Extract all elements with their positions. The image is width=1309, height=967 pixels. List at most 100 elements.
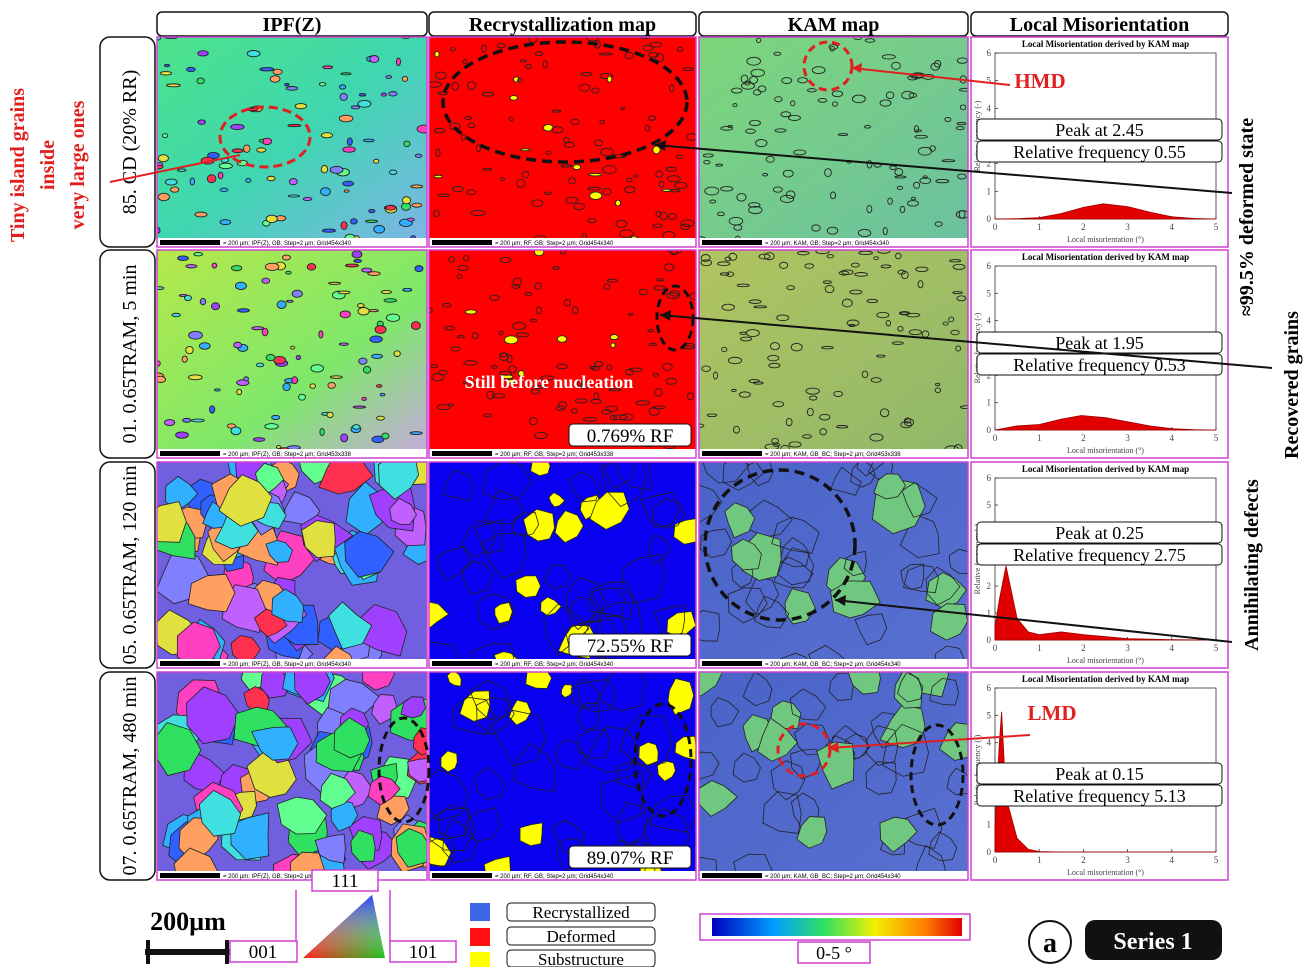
map-image <box>142 435 444 687</box>
scale-bar <box>160 661 220 666</box>
speck <box>200 298 206 304</box>
speck <box>220 220 231 225</box>
speck <box>377 416 385 420</box>
speck <box>285 83 289 86</box>
speck <box>345 264 358 267</box>
speck <box>232 149 243 153</box>
speck <box>358 100 371 107</box>
speck <box>389 170 396 174</box>
speck <box>171 187 179 192</box>
speck <box>362 397 367 400</box>
speck <box>286 87 298 91</box>
speck <box>358 307 369 315</box>
speck <box>199 343 210 350</box>
speck <box>247 51 260 57</box>
grain <box>531 458 551 476</box>
speck <box>352 425 360 430</box>
speck <box>162 134 167 138</box>
speck <box>158 193 169 200</box>
speck <box>266 354 275 360</box>
x-tick-label: 3 <box>1125 433 1130 443</box>
speck <box>573 165 581 170</box>
speck <box>214 389 220 391</box>
map: = 200 µm; KAM, GB_BC; Step=2 µm; Grid453… <box>696 248 972 460</box>
speck <box>198 51 208 56</box>
speck <box>394 351 400 357</box>
speck <box>351 106 359 109</box>
speck <box>176 432 189 438</box>
speck <box>296 355 300 359</box>
speck <box>662 189 671 191</box>
speck <box>521 149 531 151</box>
speck <box>351 219 358 224</box>
speck <box>330 166 343 173</box>
speck <box>218 172 223 179</box>
x-axis-label: Local misorientation (°) <box>1067 446 1144 455</box>
swatch <box>470 903 490 921</box>
map-image <box>152 36 431 248</box>
tiny-islands-line: inside <box>37 140 59 190</box>
swatch <box>470 928 490 946</box>
speck <box>376 385 382 388</box>
speck <box>256 363 263 367</box>
x-tick-label: 5 <box>1214 433 1219 443</box>
kam-range: 0-5 ° <box>816 943 852 963</box>
speck <box>354 259 361 262</box>
speck <box>557 336 566 343</box>
scale-bar <box>702 451 762 456</box>
speck <box>381 93 386 96</box>
annihilating-label: Annihilating defects <box>1241 479 1263 651</box>
scale-bar <box>160 451 220 456</box>
plot-title: Local Misorientation derived by KAM map <box>1022 39 1189 49</box>
speck <box>534 248 543 256</box>
y-tick-label: 4 <box>987 103 992 113</box>
map: = 200 µm; RF, GB; Step=2 µm; Grid454x340… <box>408 444 699 691</box>
scale-bar <box>432 873 492 878</box>
speck <box>386 314 399 321</box>
speck <box>276 446 281 449</box>
map-image <box>152 647 444 898</box>
speck <box>322 229 335 232</box>
speck <box>231 124 244 129</box>
speck <box>220 188 228 191</box>
map-caption: = 200 µm; RF, GB; Step=2 µm; Grid454x340 <box>495 241 614 247</box>
speck <box>177 169 186 172</box>
speck <box>404 141 410 147</box>
speck <box>198 120 206 125</box>
speck <box>386 76 392 79</box>
y-tick-label: 5 <box>987 288 992 298</box>
map-image <box>682 646 982 889</box>
scale-bar <box>702 240 762 245</box>
speck <box>262 328 268 336</box>
speck <box>415 154 422 157</box>
speck <box>510 96 518 101</box>
speck <box>231 427 241 435</box>
column-header: Local Misorientation <box>1010 14 1189 36</box>
speck <box>402 197 410 204</box>
speck <box>411 322 420 330</box>
speck <box>386 205 396 210</box>
y-tick-label: 0 <box>987 635 992 645</box>
peak-label: Peak at 0.25 <box>1055 523 1143 543</box>
lmd-label: LMD <box>1028 701 1077 725</box>
panel-letter: a <box>1043 928 1057 959</box>
x-tick-label: 4 <box>1170 643 1175 653</box>
rf-label: 72.55% RF <box>587 636 674 657</box>
plot-title: Local Misorientation derived by KAM map <box>1022 674 1189 684</box>
speck <box>172 313 181 316</box>
speck <box>375 326 386 334</box>
map-caption: = 200 µm; IPF(Z), GB; Step=2 µm; Grid454… <box>223 662 352 668</box>
column-header: IPF(Z) <box>263 14 322 36</box>
x-tick-label: 3 <box>1125 643 1130 653</box>
map: = 200 µm; KAM, GB; Step=2 µm; Grid454x34… <box>695 35 972 247</box>
speck <box>374 159 379 163</box>
speck <box>295 104 307 109</box>
speck <box>186 265 197 268</box>
hmd-label: HMD <box>1014 69 1065 93</box>
speck <box>328 382 335 388</box>
map: = 200 µm; KAM, GB_BC; Step=2 µm; Grid454… <box>682 646 982 889</box>
map-caption: = 200 µm; RF, GB; Step=2 µm; Grid453x338 <box>495 452 614 458</box>
scale-bar <box>432 661 492 666</box>
speck <box>164 420 174 426</box>
speck <box>307 264 316 271</box>
